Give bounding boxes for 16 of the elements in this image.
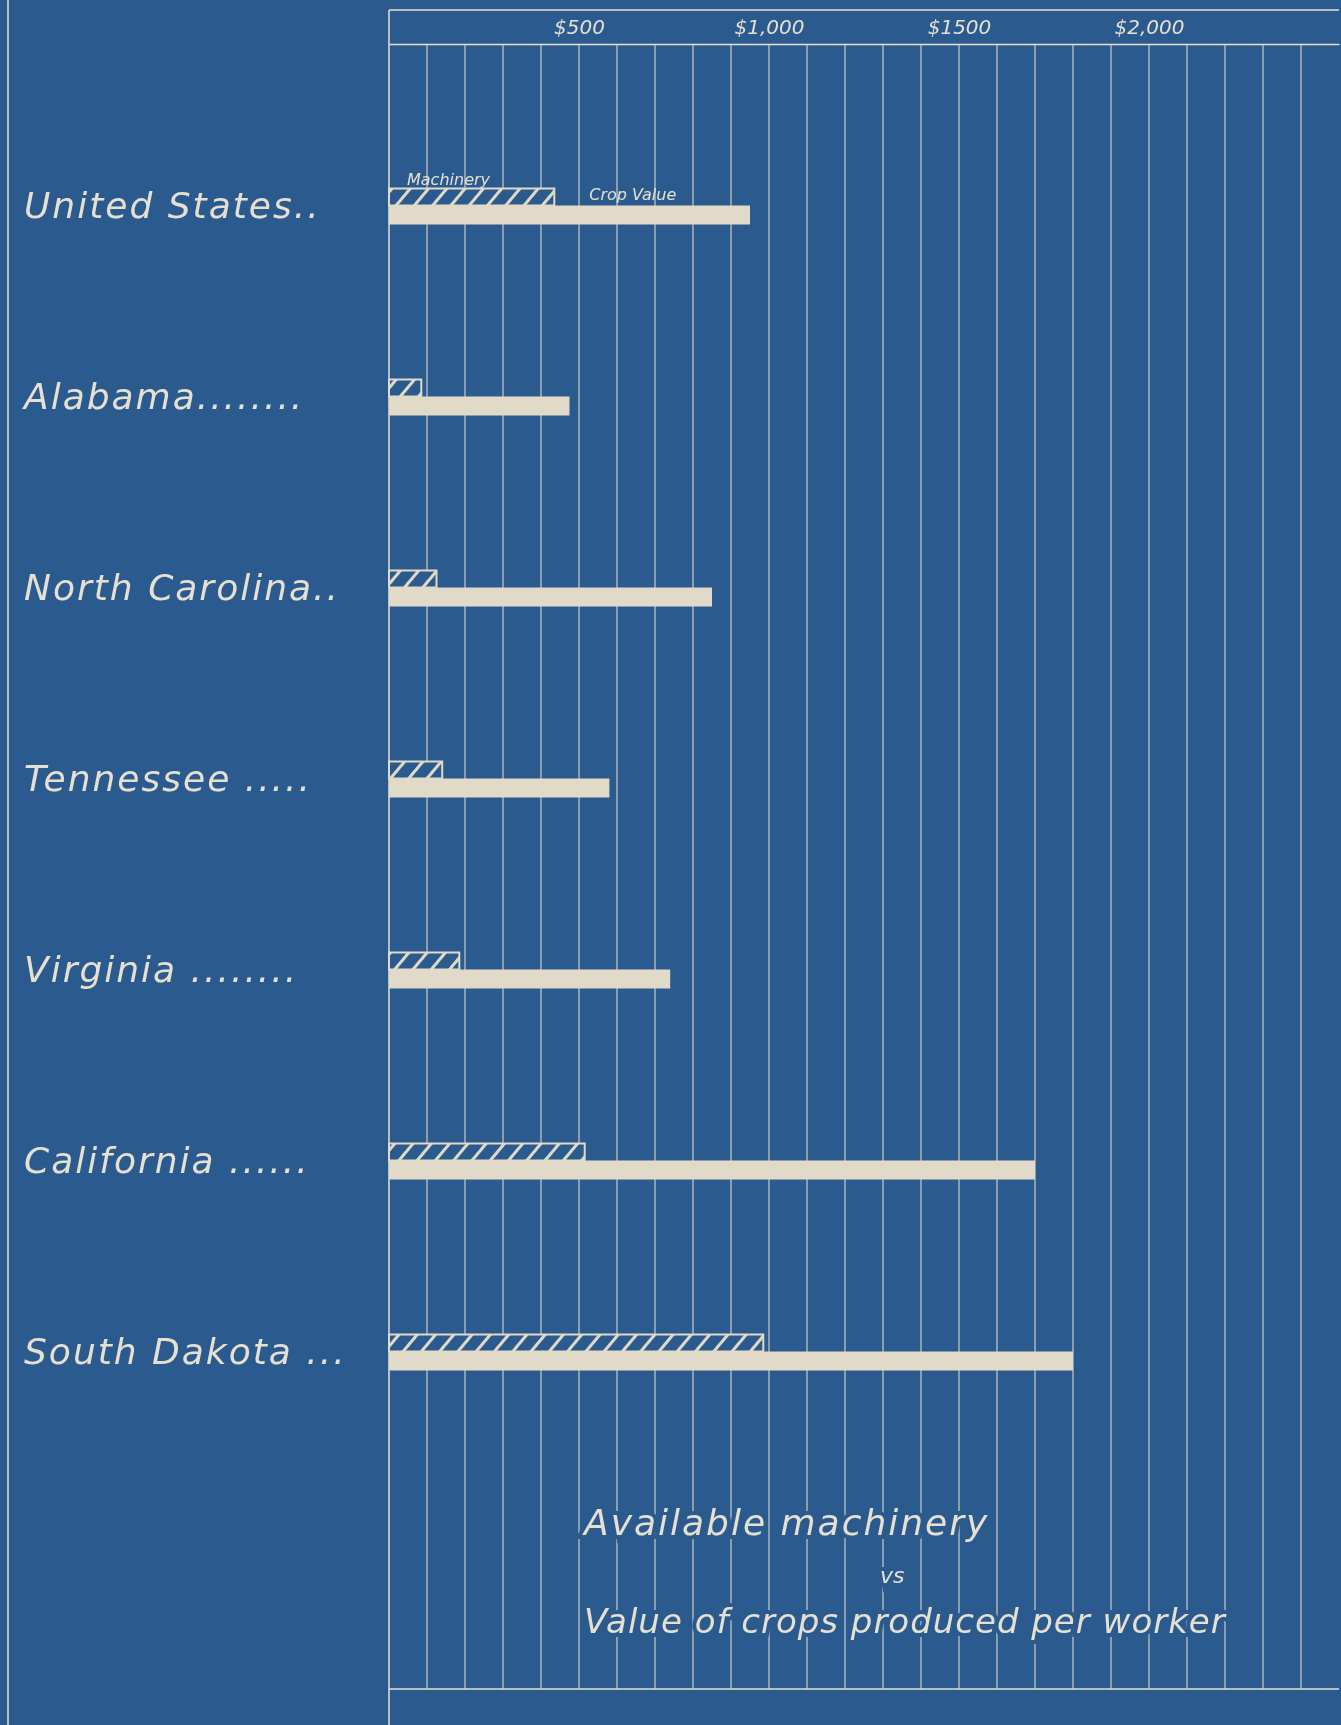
x-tick-label: $2,000 [1114, 15, 1185, 39]
y-tick-label: Tennessee ..... [24, 757, 312, 799]
y-tick-label: Virginia ........ [24, 948, 299, 990]
y-tick-label: California ...... [24, 1139, 310, 1181]
series-label: Machinery [407, 169, 491, 189]
text: Value of crops produced per worker [584, 1601, 1227, 1641]
x-tick-label: $1500 [927, 15, 992, 39]
text: vs [880, 1563, 905, 1588]
y-tick-label: North Carolina.. [24, 566, 340, 608]
text: Available machinery [582, 1502, 990, 1543]
y-tick-label: South Dakota ... [24, 1330, 347, 1372]
y-tick-label: United States.. [24, 184, 321, 226]
series-label: Crop Value [589, 184, 677, 204]
x-tick-label: $500 [554, 15, 605, 39]
x-tick-label: $1,000 [734, 15, 805, 39]
y-tick-label: Alabama........ [22, 375, 305, 417]
